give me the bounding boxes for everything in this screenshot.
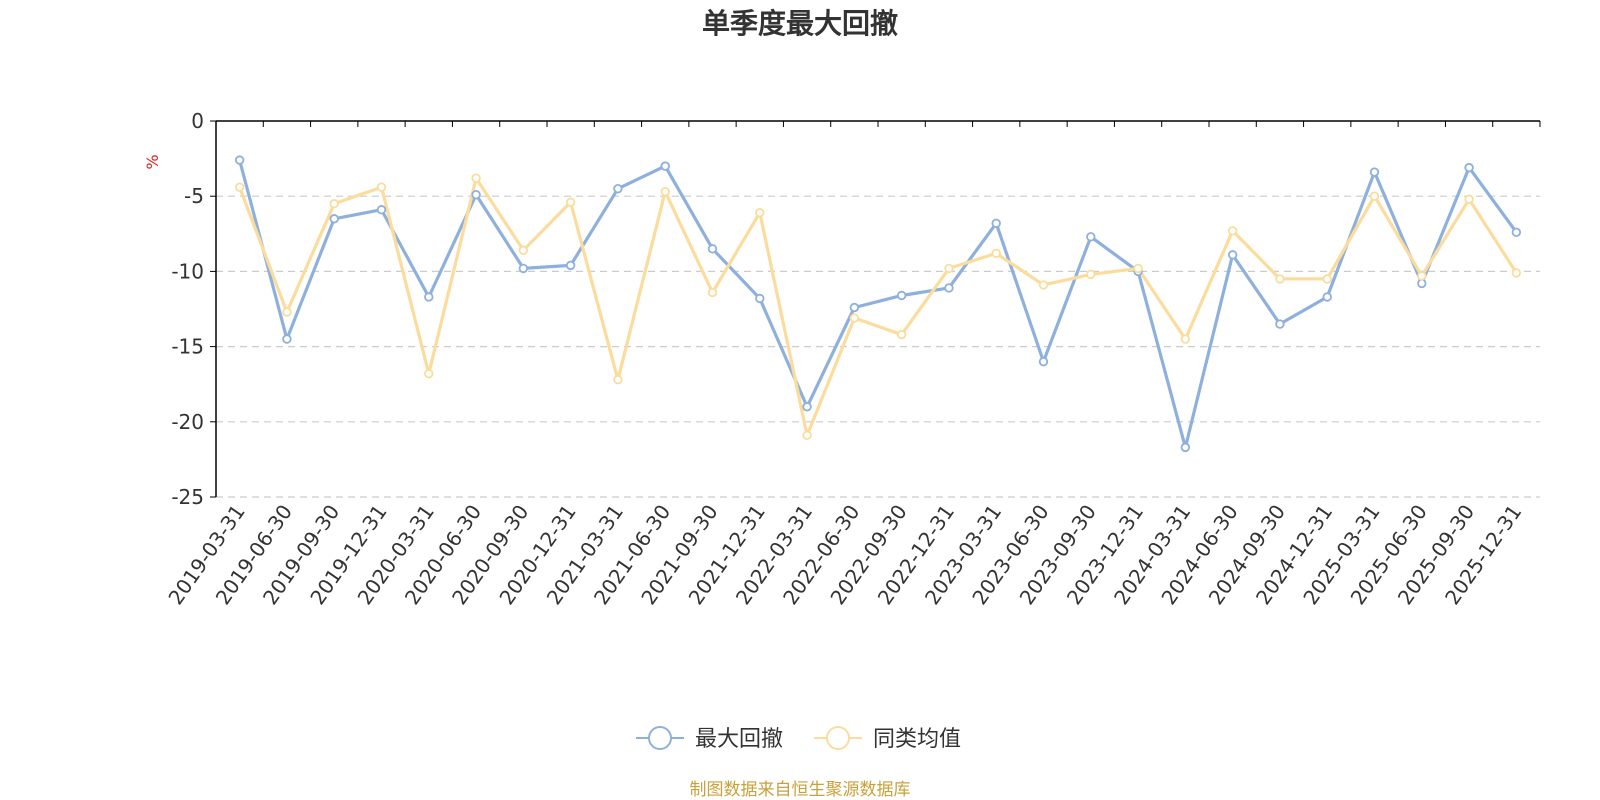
series-1-point (613, 374, 623, 385)
legend-item-category-average[interactable]: 同类均值 (814, 726, 961, 752)
series-1-point (234, 182, 245, 192)
series-0-point (802, 402, 812, 412)
series-0-point (613, 183, 623, 194)
series-0-point (1322, 292, 1332, 302)
series-1-point (944, 263, 954, 274)
series-0-point (234, 155, 245, 165)
grid-lines (216, 195, 1540, 498)
x-tick-labels: 2019-03-312019-06-302019-09-302019-12-31… (163, 500, 1526, 609)
series-0-point (755, 293, 765, 304)
series-1-point (1511, 268, 1522, 278)
series-1-point (329, 199, 339, 209)
series-0-point (376, 205, 387, 215)
series-1-point (471, 173, 481, 183)
y-tick-label: -10 (171, 259, 204, 283)
series-1-point (518, 245, 529, 256)
series-line-0 (238, 159, 1518, 449)
series-1-point (1322, 274, 1332, 284)
series-0-point (944, 283, 954, 293)
series-1-point (660, 186, 670, 197)
legend-marker-max-drawdown (648, 726, 672, 750)
series-1-point (1133, 263, 1143, 274)
series-1-point (896, 329, 907, 340)
series-0-point (896, 290, 907, 301)
series-0-point (1227, 250, 1238, 260)
legend-label-max-drawdown: 最大回撤 (695, 727, 783, 752)
series-1-point (424, 368, 434, 379)
series-1-point (1086, 269, 1096, 280)
series-1-point (1227, 226, 1238, 236)
series-0-point (707, 244, 718, 254)
series-0-point (991, 218, 1001, 228)
series-1-point (565, 197, 576, 207)
axes (210, 120, 1541, 498)
series-0-point (849, 302, 860, 313)
series-0-point (1180, 442, 1191, 453)
series-1-point (1369, 191, 1380, 201)
series-0-point (1086, 232, 1096, 242)
series-0-point (660, 161, 670, 171)
y-axis-unit-label: % (143, 154, 162, 169)
series-0-point (329, 214, 339, 224)
series-0-point (1511, 227, 1522, 237)
series-0-point (1275, 319, 1285, 329)
series-0-point (1038, 356, 1049, 367)
legend-marker-category-average (826, 726, 850, 750)
y-tick-label: -5 (184, 184, 204, 208)
series-1-point (376, 182, 387, 192)
series-line-1 (238, 176, 1518, 437)
series-1-point (1464, 194, 1474, 204)
series-0-point (1417, 278, 1427, 289)
legend: 最大回撤 同类均值 (636, 726, 961, 752)
series-1-point (849, 313, 860, 323)
series-0-point (518, 263, 529, 274)
y-tick-label: 0 (191, 109, 204, 133)
legend-label-category-average: 同类均值 (873, 727, 961, 752)
data-source-note: 制图数据来自恒生聚源数据库 (690, 780, 911, 800)
series-1-point (755, 208, 765, 218)
y-tick-label: -15 (171, 335, 204, 359)
series-0-point (1464, 162, 1474, 173)
y-tick-label: -20 (171, 410, 204, 434)
series-0-point (1369, 167, 1380, 177)
series-1-point (282, 307, 292, 317)
series-1-point (1275, 274, 1285, 284)
legend-item-max-drawdown[interactable]: 最大回撤 (636, 726, 783, 752)
y-tick-label: -25 (171, 485, 204, 509)
series-1-point (802, 430, 812, 441)
series-1-point (707, 287, 718, 298)
series-0-point (565, 260, 576, 271)
chart-title: 单季度最大回撤 (702, 7, 898, 40)
y-tick-labels: 0 -5 -10 -15 -20 -25 (171, 109, 204, 509)
series-1-point (1417, 271, 1427, 281)
series-0-point (424, 292, 434, 302)
series-lines (238, 159, 1518, 449)
series-1-point (1038, 280, 1049, 290)
series-0-point (471, 189, 481, 200)
series-1-point (1180, 334, 1191, 344)
series-1-point (991, 248, 1001, 259)
series-0-point (282, 334, 292, 344)
series-points (234, 155, 1522, 453)
